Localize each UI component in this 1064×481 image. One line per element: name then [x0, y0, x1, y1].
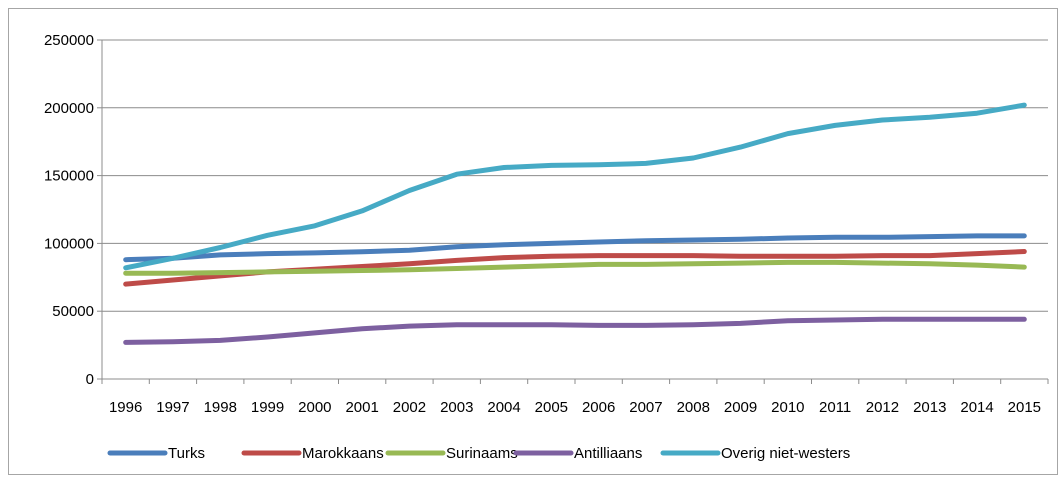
y-tick-label: 150000	[44, 168, 94, 185]
legend-label: Antilliaans	[574, 445, 642, 462]
x-tick-label: 2001	[345, 399, 378, 416]
legend-label: Turks	[168, 445, 205, 462]
y-tick-label: 200000	[44, 100, 94, 117]
x-tick-label: 1997	[156, 399, 189, 416]
y-tick-labels: 0 50000 100000 150000 200000 250000	[44, 32, 94, 388]
legend-label: Surinaams	[446, 445, 518, 462]
x-tick-label: 2014	[960, 399, 993, 416]
series-line-antilliaans	[123, 316, 1027, 345]
x-tick-label: 2004	[487, 399, 520, 416]
x-tick-label: 1996	[109, 399, 142, 416]
series-lines	[123, 102, 1027, 345]
series-line-surinaams	[123, 259, 1027, 276]
x-tick-label: 2003	[440, 399, 473, 416]
legend: Turks Marokkaans Surinaams Antilliaans Overi…	[107, 445, 850, 462]
x-tick-label: 2011	[819, 399, 851, 416]
x-tick-label: 2013	[913, 399, 946, 416]
y-tick-label: 100000	[44, 235, 94, 252]
x-tick-label: 2000	[298, 399, 331, 416]
x-tick-labels: 1996 1997 1998 1999 2000 2001 2002 2003 2004 2005…	[109, 399, 1041, 416]
x-tick-label: 2006	[582, 399, 615, 416]
series-line-turks	[123, 233, 1027, 263]
series-line-marokkaans	[123, 249, 1027, 287]
y-tick-label: 0	[86, 371, 94, 388]
y-tick-label: 250000	[44, 32, 94, 49]
x-tick-label: 2008	[677, 399, 710, 416]
x-tick-label: 1999	[251, 399, 284, 416]
x-tick-label: 2002	[393, 399, 426, 416]
legend-label: Marokkaans	[302, 445, 384, 462]
x-tick-label: 2007	[629, 399, 662, 416]
x-tick-label: 1998	[204, 399, 237, 416]
x-tick-label: 2015	[1008, 399, 1041, 416]
series-line-overig-niet-westers	[123, 102, 1027, 271]
axes	[97, 39, 1049, 384]
x-tick-label: 2010	[771, 399, 804, 416]
y-tick-label: 50000	[52, 303, 94, 320]
x-tick-label: 2005	[535, 399, 568, 416]
x-tick-label: 2012	[866, 399, 899, 416]
x-tick-label: 2009	[724, 399, 757, 416]
legend-label: Overig niet-westers	[721, 445, 850, 462]
